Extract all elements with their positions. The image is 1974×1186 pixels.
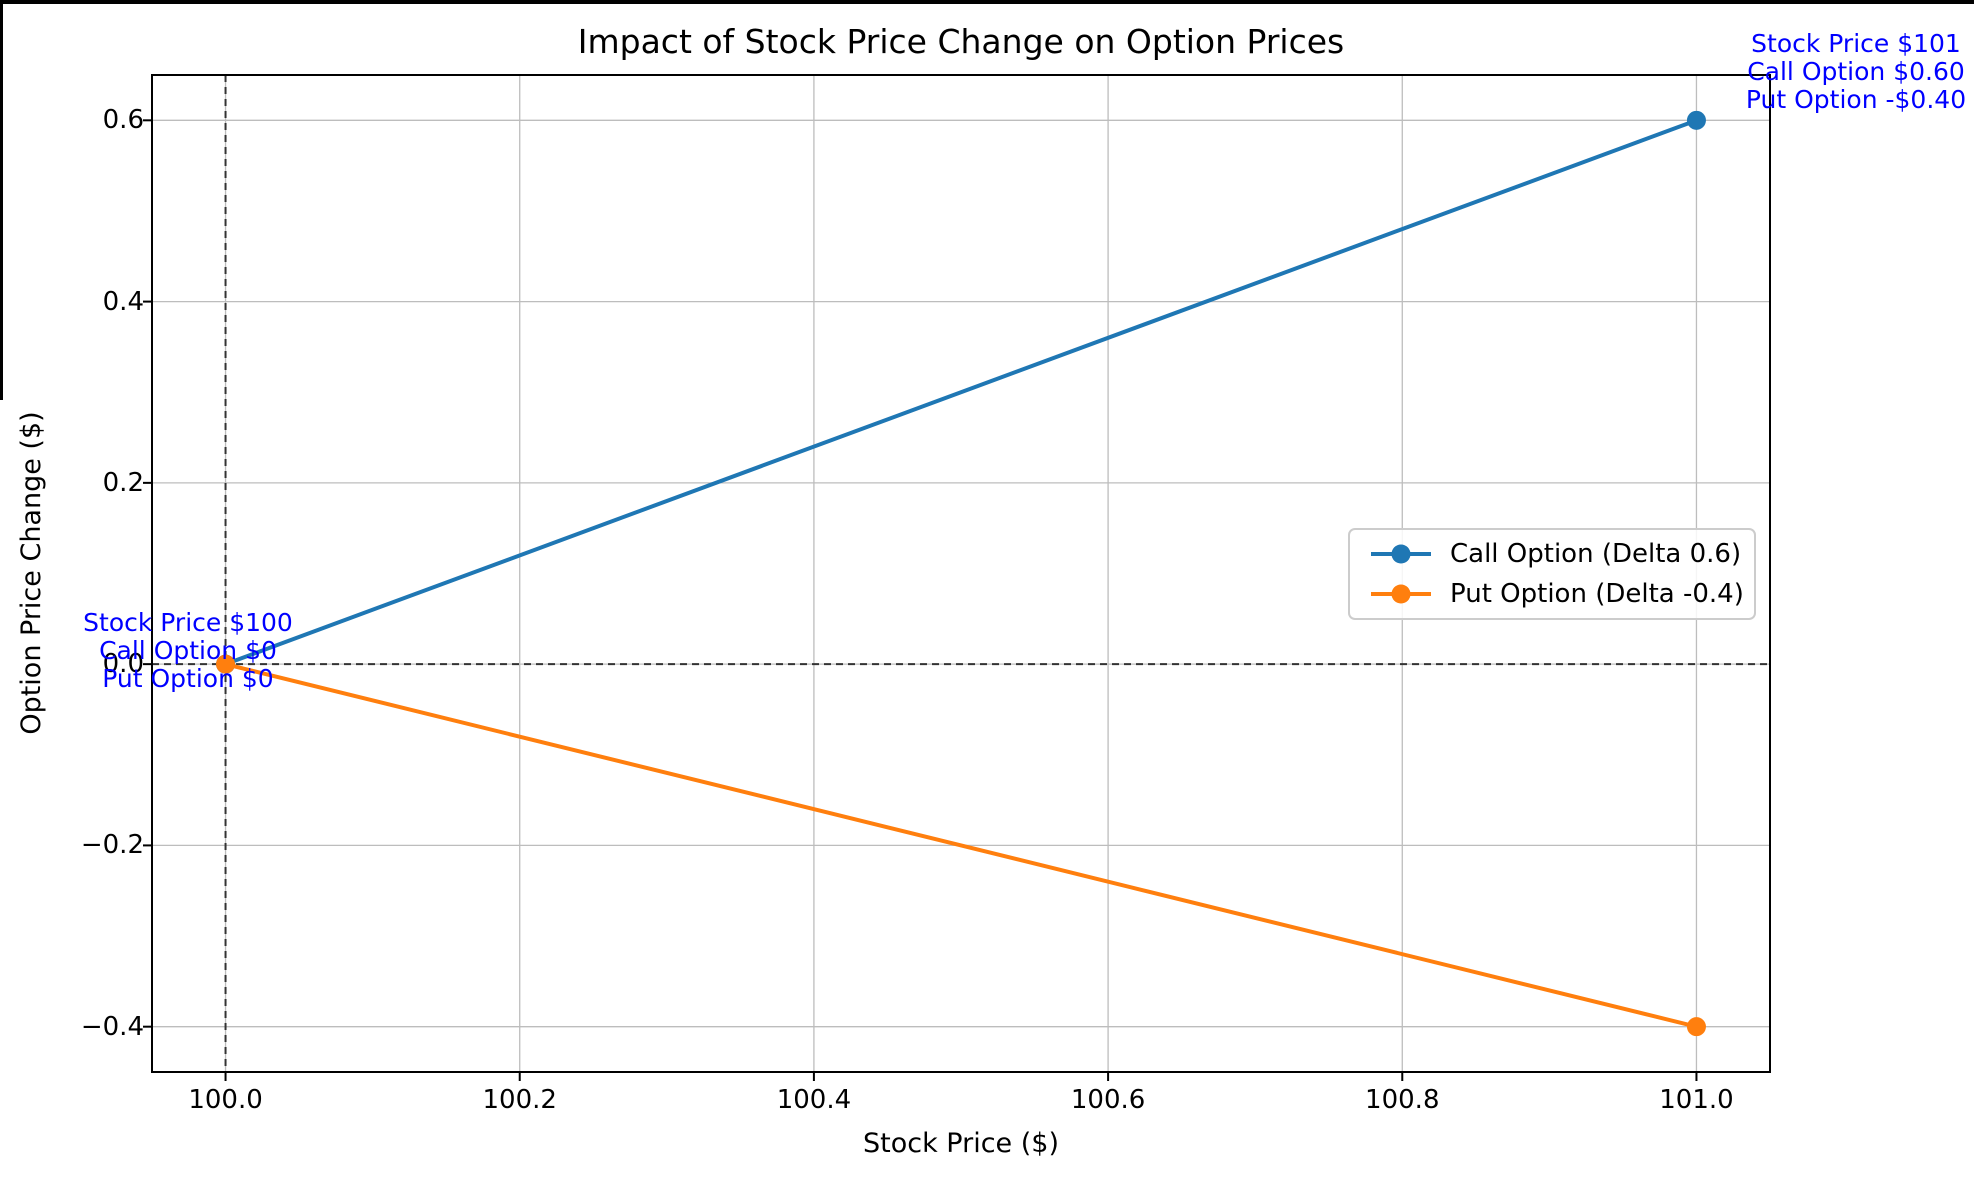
legend-label: Put Option (Delta -0.4) [1450,579,1744,609]
annotation-line: Call Option $0 [99,636,277,665]
annotation-line: Stock Price $101 [1751,29,1961,58]
series-marker [1686,1017,1706,1037]
screenshot-border-top [0,0,1974,4]
legend-label: Call Option (Delta 0.6) [1450,539,1742,569]
series-marker [1686,110,1706,130]
y-tick-label: 0.6 [102,105,144,136]
legend-sample-marker [1371,544,1431,564]
x-tick-label: 100.8 [1365,1085,1440,1115]
x-axis-label: Stock Price ($) [862,1128,1059,1159]
x-tick-label: 101.0 [1659,1085,1734,1115]
x-tick-label: 100.2 [482,1085,557,1115]
annotation-point-0: Stock Price $100 Call Option $0 Put Option… [83,609,293,693]
annotation-point-1: Stock Price $101 Call Option $0.60 Put Opt… [1746,30,1966,114]
annotation-line: Put Option -$0.40 [1745,85,1967,114]
y-tick-label: −0.2 [80,830,144,861]
legend: Call Option (Delta 0.6) Put Option (Delta… [1348,528,1756,620]
axes-spines [151,74,1771,1073]
screenshot-border-left [0,0,3,400]
y-axis-label: Option Price Change ($) [16,411,47,735]
y-tick-label: −0.4 [80,1011,144,1042]
series-line [223,118,1699,667]
chart-title: Impact of Stock Price Change on Option P… [577,22,1345,61]
annotation-line: Put Option $0 [102,664,274,693]
y-tick-label: 0.0 [102,649,144,680]
legend-entry: Put Option (Delta -0.4) [1368,578,1754,610]
y-tick-label: 0.2 [102,467,144,498]
legend-sample-marker [1371,584,1431,604]
x-tick-label: 100.4 [776,1085,852,1115]
series-marker [216,654,236,674]
annotation-line: Stock Price $100 [83,608,293,637]
y-tick-label: 0.4 [102,286,144,317]
legend-entry: Call Option (Delta 0.6) [1368,538,1754,570]
annotation-line: Call Option $0.60 [1747,57,1965,86]
x-tick-label: 100.6 [1070,1085,1146,1115]
x-tick-label: 100.0 [188,1085,263,1115]
series-line [223,662,1699,1029]
